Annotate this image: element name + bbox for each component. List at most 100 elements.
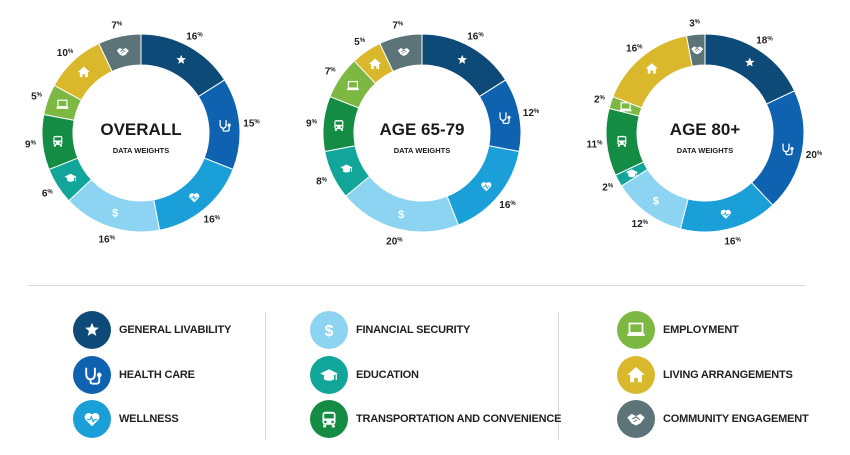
value-label: 12% [632, 219, 649, 230]
legend-divider-1 [265, 312, 266, 440]
slice-health-care [750, 90, 805, 206]
value-label: 16% [467, 32, 484, 43]
value-label: 3% [689, 18, 701, 29]
value-label: 2% [594, 95, 606, 106]
house-icon [645, 63, 658, 74]
chart-title: AGE 80+ [670, 120, 740, 139]
value-label: 16% [499, 200, 516, 211]
value-label: 20% [386, 237, 403, 248]
legend-item-wellness: WELLNESS [73, 399, 179, 439]
value-label: 16% [204, 215, 221, 226]
value-label: 16% [626, 43, 643, 54]
heart-pulse-icon [189, 193, 200, 203]
graduation-cap-icon [64, 173, 77, 182]
slice-general-livability [140, 33, 226, 98]
dollar-icon: $ [653, 196, 659, 208]
legend-label: LIVING ARRANGEMENTS [663, 369, 793, 381]
value-label: 20% [806, 150, 823, 161]
donut-chart-1: 16% 15% 16% $16% 6% 9% 5% 10% 7% OVERALL DATA WEIG… [25, 21, 260, 246]
legend-label: EMPLOYMENT [663, 324, 739, 336]
slice-living-arrangements [612, 35, 693, 109]
bus-icon [617, 135, 627, 147]
stethoscope-icon [499, 112, 511, 124]
chart-title: OVERALL [100, 120, 181, 139]
stethoscope-icon [782, 143, 794, 156]
graduation-cap-icon [340, 164, 353, 173]
laptop-icon [56, 99, 69, 109]
dollar-icon: $ [112, 207, 118, 219]
laptop-icon [619, 102, 632, 112]
legend-item-general-livability: GENERAL LIVABILITY [73, 310, 231, 350]
value-label: 6% [42, 188, 54, 199]
value-label: 5% [354, 37, 366, 48]
donut-chart-2: 16% 12% 16% $20% 8% 9% 7% 5% 7% AGE 65-79 DATA WEI… [306, 21, 540, 248]
dollar-icon: $ [310, 311, 348, 349]
laptop-icon [617, 311, 655, 349]
value-label: 18% [756, 35, 773, 46]
dollar-icon: $ [398, 209, 404, 221]
slice-financial-security [345, 175, 460, 233]
slice-general-livability [704, 33, 796, 105]
value-label: 16% [724, 237, 741, 248]
house-icon [369, 58, 382, 69]
value-label: 16% [98, 235, 115, 246]
value-label: 2% [602, 182, 614, 193]
stethoscope-icon [219, 120, 231, 132]
graduation-cap-icon [625, 169, 638, 178]
svg-text:$: $ [325, 323, 334, 340]
slice-general-livability [421, 33, 507, 98]
legend-label: EDUCATION [356, 369, 419, 381]
svg-text:$: $ [653, 196, 659, 208]
handshake-icon [617, 400, 655, 438]
bus-icon [310, 400, 348, 438]
legend-label: TRANSPORTATION AND CONVENIENCE [356, 413, 562, 425]
legend-label: GENERAL LIVABILITY [119, 324, 232, 336]
value-label: 8% [316, 176, 328, 187]
legend-item-transportation: TRANSPORTATION AND CONVENIENCE [310, 399, 561, 439]
legend-item-living-arrangements: LIVING ARRANGEMENTS [617, 355, 793, 395]
donut-charts: 16% 15% 16% $16% 6% 9% 5% 10% 7% OVERALL DATA WEIG… [25, 18, 823, 248]
value-label: 10% [57, 48, 74, 59]
legend-label: HEALTH CARE [119, 369, 195, 381]
chart-subtitle: DATA WEIGHTS [677, 146, 734, 155]
value-label: 7% [111, 21, 123, 32]
value-label: 5% [31, 91, 43, 102]
heart-pulse-icon [481, 182, 492, 192]
value-label: 7% [325, 67, 337, 78]
legend-label: FINANCIAL SECURITY [356, 324, 471, 336]
value-label: 15% [243, 119, 260, 130]
house-icon [617, 356, 655, 394]
chart-subtitle: DATA WEIGHTS [394, 146, 451, 155]
handshake-icon [397, 48, 410, 57]
stethoscope-icon [73, 356, 111, 394]
star-icon [73, 311, 111, 349]
value-label: 9% [306, 119, 318, 130]
laptop-icon [346, 80, 359, 91]
handshake-icon [116, 48, 129, 57]
value-label: 11% [587, 139, 604, 150]
graduation-cap-icon [310, 356, 348, 394]
star-icon [176, 54, 186, 64]
bus-icon [334, 120, 344, 131]
legend-item-employment: EMPLOYMENT [617, 310, 739, 350]
value-label: 12% [523, 108, 540, 119]
legend-label: WELLNESS [119, 413, 179, 425]
legend-item-health-care: HEALTH CARE [73, 355, 195, 395]
legend-item-financial-security: $ FINANCIAL SECURITY [310, 310, 470, 350]
value-label: 16% [186, 32, 203, 43]
svg-text:$: $ [398, 209, 404, 221]
donut-chart-3: 18% 20% 16% $12% 2% 11% 2% 16% 3% AGE 80+ DATA WEI… [587, 18, 823, 247]
heart-pulse-icon [73, 400, 111, 438]
heart-pulse-icon [720, 209, 731, 219]
legend-item-education: EDUCATION [310, 355, 419, 395]
chart-subtitle: DATA WEIGHTS [113, 146, 170, 155]
star-icon [744, 57, 755, 67]
star-icon [457, 54, 467, 64]
slice-wellness [679, 181, 774, 233]
house-icon [77, 66, 90, 78]
legend-divider-2 [558, 312, 559, 440]
bus-icon [53, 135, 63, 147]
value-label: 9% [25, 139, 37, 150]
value-label: 7% [392, 21, 404, 32]
legend-label: COMMUNITY ENGAGEMENT [663, 413, 809, 425]
